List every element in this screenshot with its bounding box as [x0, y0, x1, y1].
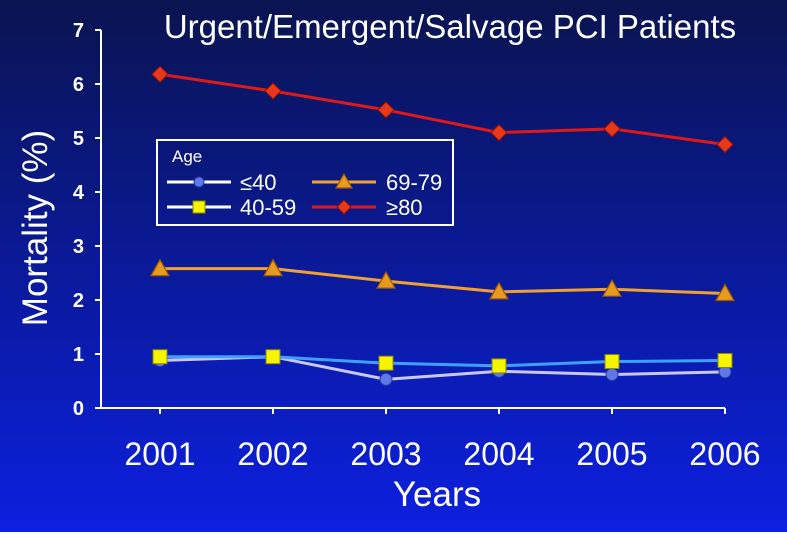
legend-label: 69-79	[386, 170, 442, 195]
legend-swatch-marker	[334, 172, 354, 189]
legend-title: Age	[172, 147, 202, 166]
data-point	[601, 278, 623, 297]
data-point	[714, 283, 736, 302]
legend-swatch-marker	[192, 200, 206, 214]
data-point	[375, 270, 397, 289]
legend-label: 40-59	[240, 195, 296, 220]
data-point	[604, 354, 620, 370]
data-point	[491, 358, 507, 374]
data-point	[262, 258, 284, 277]
data-point	[488, 281, 510, 300]
series-line	[159, 72, 726, 146]
y-tick-label: 7	[73, 20, 84, 42]
legend-box	[156, 139, 454, 226]
y-tick-label: 2	[73, 290, 84, 312]
series-layer	[149, 65, 736, 386]
series-line	[160, 355, 726, 368]
data-point	[151, 65, 169, 83]
legend-entry: 69-79	[312, 170, 442, 195]
x-tick-label: 2002	[237, 436, 308, 472]
x-tick-label: 2005	[576, 436, 647, 472]
legend-swatch-marker	[193, 176, 205, 188]
data-point	[378, 355, 394, 371]
legend-entry: 40-59	[167, 195, 296, 220]
data-point	[264, 82, 282, 100]
data-point	[490, 123, 508, 142]
y-tick-label: 1	[73, 344, 84, 366]
data-point	[717, 352, 733, 368]
y-tick-label: 6	[73, 74, 84, 96]
legend-label: ≤40	[240, 170, 277, 195]
legend: Age ≤40 69-79 40-59 ≥80	[156, 139, 454, 226]
x-tick-label: 2001	[124, 436, 195, 472]
series-2	[149, 258, 736, 302]
series-1	[152, 349, 733, 374]
series-3	[151, 65, 734, 154]
data-point	[152, 349, 168, 365]
y-axis-label: Mortality (%)	[16, 130, 55, 326]
legend-swatch-marker	[336, 199, 352, 215]
x-tick-label: 2004	[463, 436, 534, 472]
y-tick-label: 5	[73, 128, 84, 150]
data-point	[377, 101, 395, 119]
x-tick-label: 2003	[350, 436, 421, 472]
y-tick-label: 0	[73, 398, 84, 420]
data-point	[605, 368, 619, 382]
legend-entry: ≥80	[312, 195, 423, 220]
x-tick-label: 2006	[689, 436, 760, 472]
legend-label: ≥80	[386, 195, 423, 220]
y-tick-label: 4	[73, 182, 85, 204]
data-point	[716, 135, 734, 154]
data-point	[149, 258, 171, 277]
legend-entry: ≤40	[167, 170, 277, 195]
axes: 0 1 2 3 4 5 6 7 2001 2002 2003 2004 2005 2006	[73, 20, 761, 472]
data-point	[379, 372, 393, 386]
chart-title: Urgent/Emergent/Salvage PCI Patients	[164, 8, 736, 45]
x-axis-label: Years	[393, 475, 481, 514]
y-tick-label: 3	[73, 236, 84, 258]
data-point	[265, 349, 281, 365]
series-line	[160, 267, 726, 296]
data-point	[603, 120, 621, 138]
